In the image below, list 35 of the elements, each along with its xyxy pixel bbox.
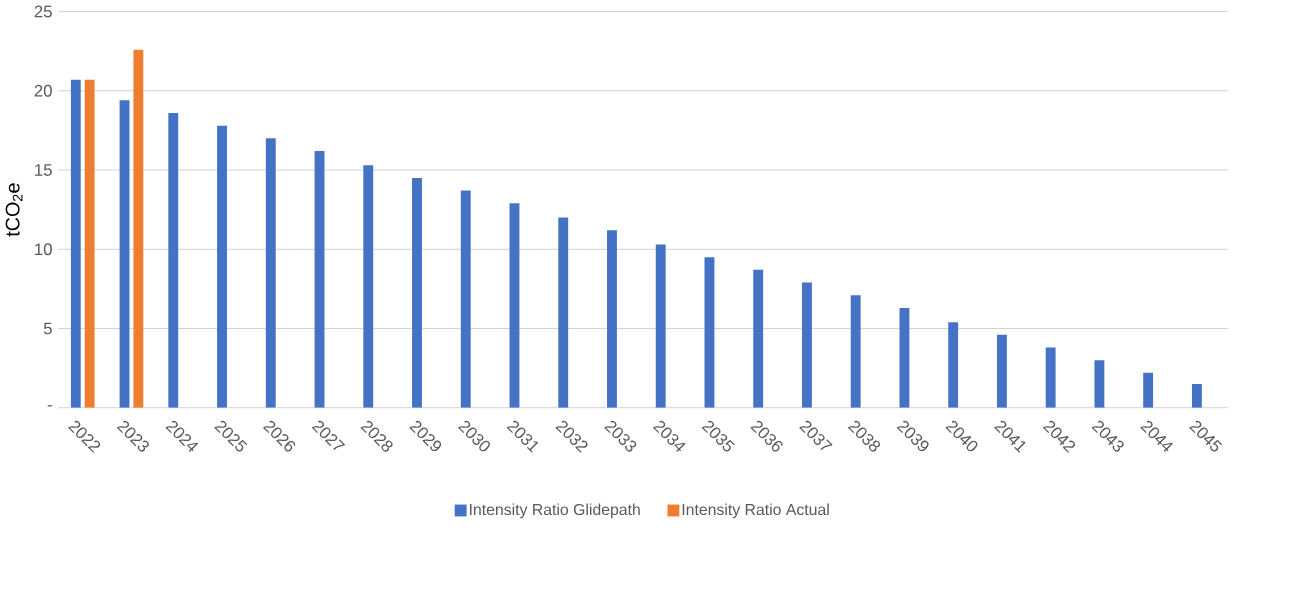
bar: [558, 217, 569, 408]
bar: [509, 203, 520, 408]
bar: [217, 125, 227, 408]
legend-label: Intensity Ratio Glidepath: [470, 503, 640, 519]
bar: [314, 150, 325, 408]
bar: [84, 79, 95, 408]
y-tick-label: -: [47, 405, 52, 407]
bar: [363, 165, 374, 408]
bar: [265, 138, 276, 408]
bar: [607, 230, 617, 408]
y-tick-label: 5: [43, 322, 52, 335]
y-axis-title: tCO$_{2}$e: [5, 183, 23, 237]
y-tick-label: 15: [35, 163, 52, 176]
bar: [753, 269, 764, 408]
bar: [655, 244, 666, 408]
bar: [802, 282, 812, 408]
bar: [70, 79, 81, 408]
bar: [1191, 383, 1202, 408]
y-tick-label: 25: [34, 5, 52, 18]
bar: [850, 295, 861, 408]
bar: [412, 177, 422, 408]
bar: [996, 334, 1007, 408]
bar: [899, 307, 910, 408]
bar: [133, 49, 144, 408]
bar: [1094, 360, 1105, 408]
bar: [704, 257, 715, 408]
bar: [168, 112, 179, 408]
bar: [948, 322, 959, 408]
bar: [119, 100, 130, 408]
bar: [1045, 347, 1056, 408]
y-tick-label: 20: [34, 84, 52, 97]
bar: [460, 190, 471, 408]
y-tick-label: 10: [35, 243, 52, 256]
bar: [1143, 372, 1154, 408]
legend-label: Intensity Ratio Actual: [682, 503, 829, 519]
